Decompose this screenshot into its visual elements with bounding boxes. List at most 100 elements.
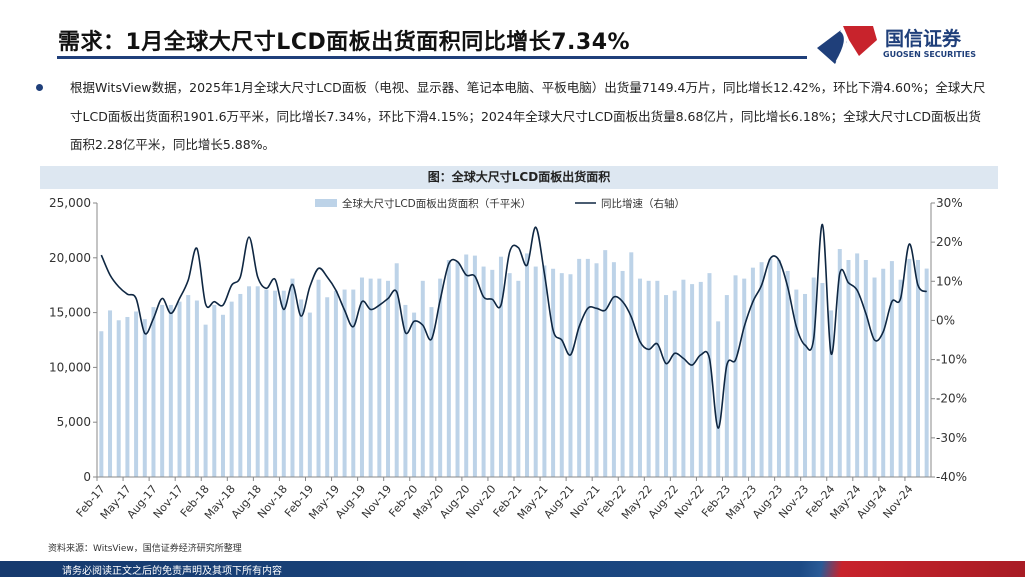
bar-Jun-18 [238,293,243,477]
bar-Mar-20 [420,280,425,477]
bar-Jun-19 [342,289,347,477]
bar-Jul-24 [872,277,877,477]
bar-Oct-24 [898,279,903,477]
bar-Nov-23 [803,293,808,477]
bar-Sep-21 [577,258,582,477]
footer-bar: 请务必阅读正文之后的免责声明及其项下所有内容 [0,561,1025,577]
bar-Jul-21 [559,273,564,477]
left-tick-label: 25,000 [49,196,91,210]
bar-Jan-18 [194,300,199,477]
right-tick-label: -20% [936,392,967,406]
bar-Aug-24 [881,268,886,477]
right-tick-label: 0% [936,313,955,327]
logo-english-name: GUOSEN SECURITIES [883,50,976,59]
bar-Jan-22 [611,262,616,477]
bar-Feb-17 [99,331,104,477]
bar-Nov-22 [698,281,703,477]
bar-Nov-20 [490,269,495,477]
legend: 全球大尺寸LCD面板出货面积（千平米） 同比增速（右轴） [315,197,685,210]
bar-May-20 [438,278,443,477]
bar-Feb-21 [516,280,521,477]
bar-series [99,249,929,477]
bar-Sep-19 [368,278,373,477]
bar-Feb-22 [620,270,625,477]
bar-Jun-23 [759,262,764,477]
bar-Oct-21 [585,258,590,477]
bar-Sep-20 [472,255,477,477]
bar-May-22 [646,280,651,477]
bar-May-17 [125,316,130,477]
summary-bullet: 根据WitsView数据，2025年1月全球大尺寸LCD面板（电视、显示器、笔记… [36,74,990,160]
bar-Aug-18 [255,286,260,477]
bar-Oct-19 [377,278,382,477]
guosen-logo-icon [817,26,877,64]
bar-Apr-24 [846,259,851,477]
bar-Dec-17 [186,295,191,477]
guosen-logo: 国信证券 GUOSEN SECURITIES [815,22,985,64]
bar-Nov-17 [177,301,182,477]
bar-May-23 [750,267,755,477]
bar-Oct-20 [481,266,486,477]
title-divider [57,56,807,59]
bar-May-18 [229,301,234,477]
bar-Apr-22 [637,278,642,477]
bar-Feb-19 [307,312,312,477]
bar-Mar-21 [525,253,530,477]
bar-Aug-17 [151,307,156,477]
left-tick-label: 5,000 [57,415,91,429]
bar-Jan-21 [507,273,512,477]
bar-Feb-23 [724,295,729,477]
bar-Sep-17 [160,304,165,477]
bar-Nov-24 [907,258,912,477]
bar-Jan-20 [403,304,408,477]
bar-Jan-25 [924,268,929,477]
bar-Nov-19 [386,280,391,477]
bar-May-24 [855,253,860,477]
legend-line-label: 同比增速（右轴） [601,197,685,210]
bar-Dec-21 [603,250,608,477]
shipment-area-chart: 0 5,000 10,000 15,000 20,000 25,000 -40% -30% -2… [49,196,967,522]
bar-Jun-24 [863,259,868,477]
bar-May-21 [542,265,547,477]
bar-Aug-22 [672,290,677,477]
source-note: 资料来源：WitsView，国信证券经济研究所整理 [48,544,242,554]
bar-Aug-19 [359,277,364,477]
legend-bar-swatch [315,199,337,207]
bar-Dec-18 [290,278,295,477]
left-tick-label: 10,000 [49,360,91,374]
bar-Jul-18 [247,286,252,477]
yoy-growth-line [100,223,928,429]
bar-Nov-18 [281,290,286,477]
left-tick-label: 15,000 [49,306,91,320]
bar-Dec-24 [915,259,920,477]
bar-Jun-22 [655,280,660,477]
bar-Jun-20 [446,259,451,477]
bar-Sep-18 [264,289,269,477]
bar-Jan-24 [820,283,825,477]
right-tick-label: 10% [936,274,963,288]
bar-Feb-18 [203,324,208,477]
summary-text: 根据WitsView数据，2025年1月全球大尺寸LCD面板（电视、显示器、笔记… [70,80,986,152]
page-title: 需求：1月全球大尺寸LCD面板出货面积同比增长7.34% [58,30,631,55]
bar-Jul-23 [768,258,773,477]
right-tick-label: -40% [936,470,967,484]
bar-Apr-23 [742,278,747,477]
bar-Feb-24 [829,310,834,477]
bar-Aug-23 [776,259,781,477]
bar-Aug-21 [568,274,573,477]
bar-Jan-19 [299,299,304,477]
right-tick-label: -10% [936,353,967,367]
left-tick-label: 0 [83,470,91,484]
bar-Apr-21 [533,266,538,477]
bar-Dec-20 [498,256,503,477]
bar-Mar-18 [212,304,217,477]
legend-bar-label: 全球大尺寸LCD面板出货面积（千平米） [342,197,531,210]
bar-Jun-21 [551,268,556,477]
bar-Oct-23 [794,289,799,477]
bar-Apr-18 [220,314,225,477]
bar-Dec-23 [811,277,816,477]
bar-Mar-24 [837,249,842,477]
bullet-icon [36,84,43,91]
bar-Jul-19 [351,289,356,477]
bar-Jul-20 [455,262,460,477]
